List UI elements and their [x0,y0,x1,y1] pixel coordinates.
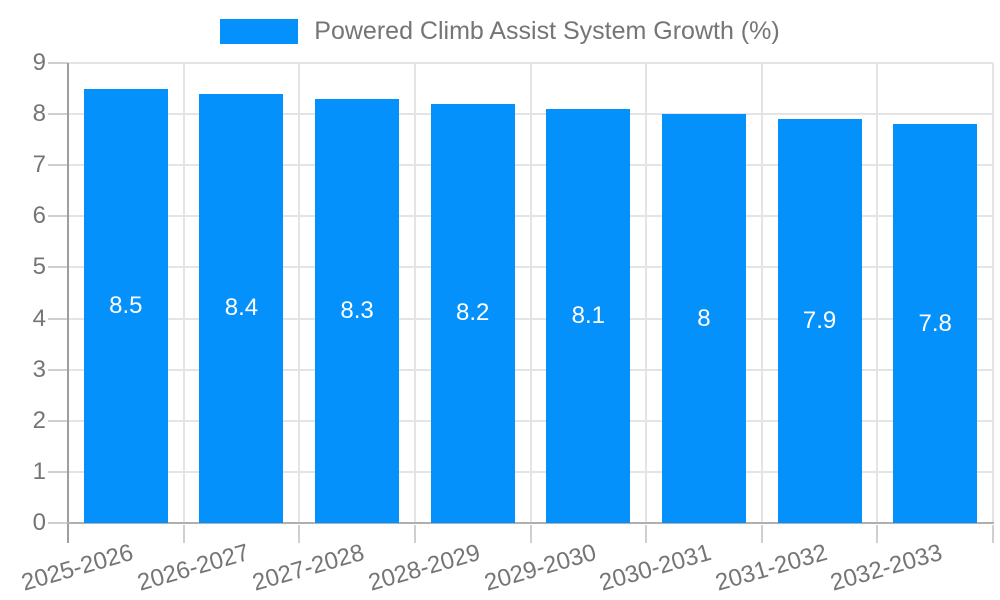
y-axis-label: 7 [32,151,46,179]
x-gridline [298,63,301,523]
x-axis-tick [876,525,879,543]
y-axis-label: 1 [32,457,46,485]
x-axis-tick [298,525,301,543]
bar[interactable] [661,114,746,523]
legend: Powered Climb Assist System Growth (%) [0,16,1000,46]
y-axis-label: 6 [32,202,46,230]
y-axis-label: 9 [32,49,46,76]
bar-value-label: 8.4 [224,294,259,322]
bar-value-label: 7.8 [918,309,952,337]
x-axis-tick [992,525,994,543]
x-gridline [529,63,532,523]
x-gridline [413,63,416,523]
bar[interactable] [777,119,862,523]
legend-swatch [220,18,299,44]
y-axis-tick [48,522,68,524]
y-axis-tick [48,419,68,422]
x-gridline [876,63,879,523]
bar[interactable] [83,88,168,523]
y-axis-tick [48,164,68,167]
x-axis-label: 2032-2033 [718,539,946,597]
y-axis-tick [48,470,68,473]
bar[interactable] [315,98,400,523]
y-axis-line [67,63,69,543]
y-axis-tick [48,215,68,218]
legend-label: Powered Climb Assist System Growth (%) [314,16,780,45]
x-axis-label-text: 2032-2033 [827,539,946,597]
bar-value-label: 8.1 [571,302,605,329]
x-gridline [645,63,648,523]
y-axis-tick [48,368,68,371]
bar[interactable] [893,124,978,523]
bar-value-label: 8 [697,304,711,332]
bar-value-label: 7.9 [802,307,837,335]
x-axis-baseline [67,522,994,524]
y-axis-label: 3 [32,355,46,383]
x-axis-tick [413,525,416,543]
x-axis-tick [760,525,763,543]
bar-value-label: 8.2 [456,299,490,327]
x-axis-tick [182,525,185,543]
y-axis-label: 2 [32,406,46,434]
bar-value-label: 8.5 [109,291,143,319]
y-axis-label: 4 [32,304,46,332]
x-gridline [760,63,763,523]
x-gridline [992,63,994,523]
y-axis-label: 5 [32,253,46,281]
x-axis-tick [529,525,532,543]
x-gridline [182,63,185,523]
y-axis-label: 8 [32,100,46,128]
bar[interactable] [546,109,631,523]
bar[interactable] [430,103,515,523]
legend-item[interactable]: Powered Climb Assist System Growth (%) [220,16,780,46]
y-axis-tick [48,113,68,116]
y-axis-tick [48,266,68,269]
bar[interactable] [199,93,284,523]
bar-value-label: 8.3 [340,296,374,324]
y-axis-label: 0 [32,509,46,536]
x-axis-tick [645,525,648,543]
y-axis-tick [48,62,68,64]
y-axis-tick [48,317,68,320]
